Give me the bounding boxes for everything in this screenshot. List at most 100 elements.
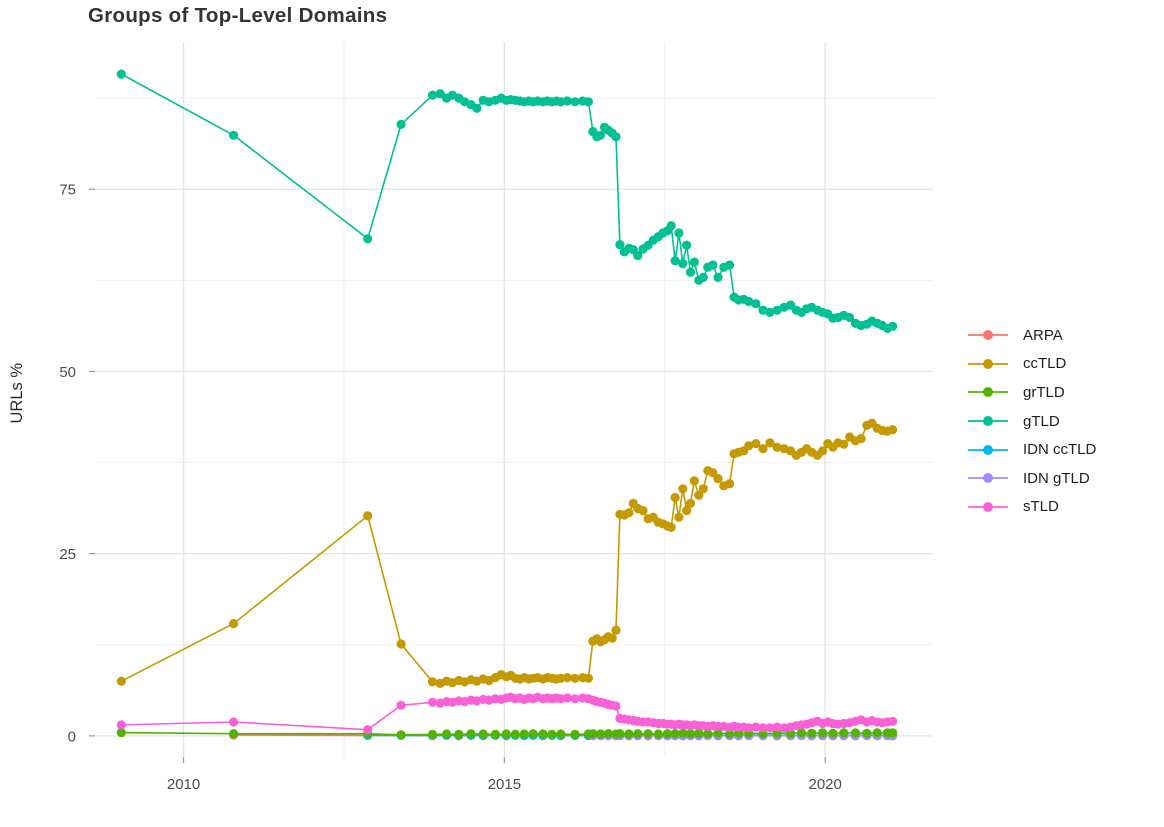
data-point-cctld (363, 511, 373, 521)
data-point-grtld (703, 729, 713, 739)
data-point-gtld (396, 119, 406, 129)
data-point-cctld (758, 444, 768, 454)
data-point-stld (772, 722, 782, 732)
data-point-grtld (596, 729, 606, 739)
data-point-gtld (666, 221, 676, 231)
data-point-gtld (570, 97, 580, 107)
data-point-stld (116, 720, 126, 730)
data-point-stld (765, 723, 775, 733)
data-point-grtld (528, 729, 538, 739)
data-point-cctld (744, 441, 754, 451)
data-point-cctld (678, 484, 688, 494)
data-point-grtld (427, 729, 438, 740)
data-point-cctld (570, 673, 580, 683)
data-point-grtld (807, 728, 817, 738)
data-point-grtld (670, 729, 680, 739)
data-point-grtld (862, 728, 872, 738)
data-point-grtld (615, 729, 625, 739)
data-point-stld (427, 697, 438, 707)
data-point-stld (751, 722, 761, 732)
data-point-grtld (888, 728, 898, 738)
data-point-cctld (562, 673, 572, 683)
data-point-cctld (818, 446, 828, 456)
data-point-gtld (744, 296, 754, 307)
legend-label-grtld: grTLD (1023, 383, 1065, 401)
data-point-gtld (611, 132, 621, 142)
data-point-grtld (538, 729, 548, 739)
data-point-cctld (607, 633, 617, 643)
legend-item-grtld: grTLD (966, 378, 1096, 407)
data-point-gtld (615, 240, 625, 250)
data-point-gtld (678, 259, 688, 269)
data-point-stld (744, 723, 754, 733)
y-tick-label: 50 (59, 364, 76, 381)
data-point-grtld (501, 729, 511, 739)
data-point-cctld (689, 476, 699, 486)
legend-key-arpa (968, 330, 1008, 341)
data-point-gtld (116, 69, 126, 79)
data-point-gtld (751, 299, 761, 309)
data-point-gtld (713, 272, 723, 282)
data-point-gtld (772, 305, 782, 315)
legend-label-idn-cctld: IDN ccTLD (1023, 441, 1097, 459)
data-point-stld (758, 723, 768, 733)
legend-label-arpa: ARPA (1023, 326, 1063, 344)
data-point-gtld (633, 251, 643, 261)
legend-key-gtld (968, 416, 1008, 427)
data-point-cctld (685, 498, 696, 508)
data-point-gtld (845, 312, 855, 323)
data-point-cctld (725, 479, 735, 489)
data-point-grtld (796, 728, 807, 738)
y-tick-label: 75 (59, 182, 76, 199)
data-point-stld (562, 693, 572, 703)
data-point-cctld (682, 506, 692, 516)
legend-item-arpa: ARPA (966, 321, 1096, 350)
y-tick-label: 25 (59, 546, 76, 563)
legend-label-gtld: gTLD (1023, 412, 1060, 430)
data-point-gtld (689, 257, 699, 267)
data-point-grtld (633, 729, 643, 739)
data-point-grtld (643, 729, 653, 739)
legend-key-grtld (968, 387, 1008, 398)
data-point-grtld (713, 728, 723, 738)
legend-item-stld: sTLD (966, 493, 1096, 522)
data-point-gtld (435, 89, 445, 99)
data-point-cctld (674, 512, 684, 522)
data-point-cctld (396, 639, 406, 649)
data-point-gtld (698, 272, 708, 282)
chart-title: Groups of Top-Level Domains (88, 4, 388, 27)
data-point-cctld (751, 439, 761, 449)
data-point-cctld (698, 484, 708, 494)
data-point-stld (229, 717, 239, 727)
legend-item-idn-cctld: IDN ccTLD (966, 435, 1096, 464)
data-point-cctld (772, 442, 782, 452)
y-axis-title: URLs % (8, 363, 26, 424)
series-stld (116, 692, 898, 735)
data-point-grtld (818, 728, 828, 738)
data-point-cctld (888, 425, 898, 435)
data-point-grtld (490, 729, 500, 740)
data-point-grtld (850, 728, 861, 738)
data-point-grtld (510, 729, 520, 740)
data-point-grtld (466, 729, 476, 739)
data-point-cctld (583, 673, 594, 683)
data-point-grtld (547, 729, 557, 740)
data-point-gtld (682, 240, 692, 250)
series-cctld (116, 418, 898, 689)
data-point-gtld (674, 228, 684, 238)
data-point-grtld (872, 728, 882, 738)
data-point-gtld (758, 305, 768, 315)
data-point-stld (396, 700, 406, 710)
data-point-cctld (694, 490, 704, 500)
data-point-gtld (765, 307, 775, 317)
data-point-gtld (583, 97, 594, 107)
legend-key-cctld (968, 358, 1008, 369)
data-point-grtld (653, 729, 664, 739)
data-point-stld (611, 701, 621, 711)
data-point-gtld (229, 130, 239, 140)
data-point-cctld (666, 522, 676, 533)
data-point-grtld (588, 729, 598, 739)
data-point-gtld (596, 130, 606, 140)
